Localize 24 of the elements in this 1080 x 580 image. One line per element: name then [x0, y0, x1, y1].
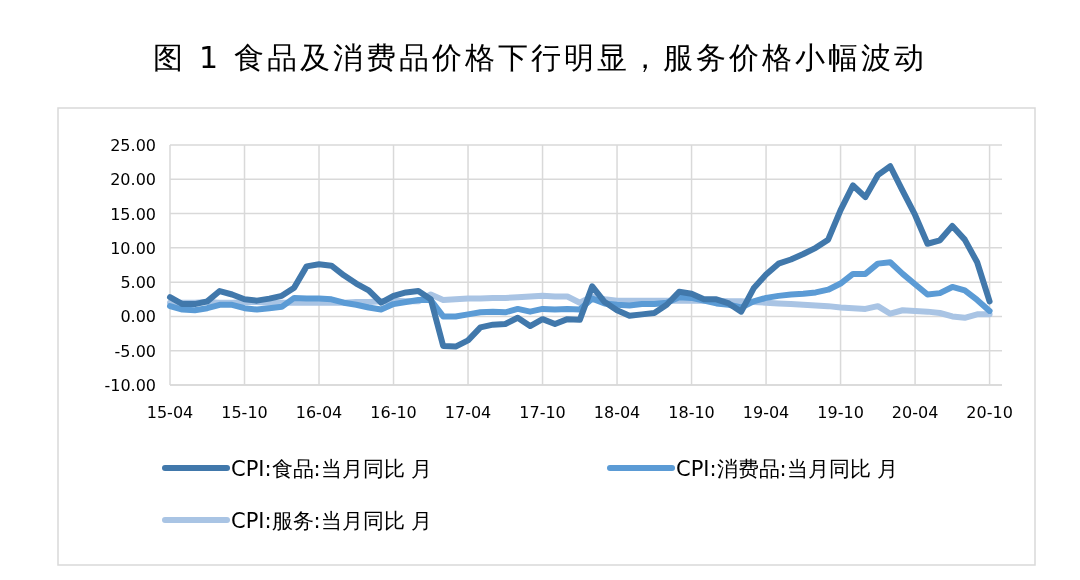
x-tick-label: 17-10: [519, 403, 566, 422]
x-tick-label: 19-04: [742, 403, 790, 422]
y-tick-label: 15.00: [110, 204, 156, 224]
legend-label: CPI:消费品:当月同比 月: [676, 457, 899, 481]
y-tick-label: -10.00: [104, 376, 156, 395]
y-tick-label: 20.00: [110, 170, 156, 190]
x-tick-label: 15-10: [221, 403, 268, 422]
y-tick-label: 10.00: [110, 238, 156, 258]
y-tick-label: 0.00: [120, 307, 156, 327]
x-tick-label: 18-04: [593, 403, 641, 422]
y-tick-label: 5.00: [120, 273, 156, 293]
x-tick-label: 18-10: [668, 403, 715, 422]
y-tick-label: 25.00: [110, 136, 156, 155]
legend-label: CPI:服务:当月同比 月: [231, 509, 433, 533]
x-tick-label: 16-04: [295, 403, 343, 422]
x-tick-label: 20-10: [966, 403, 1013, 422]
x-tick-label: 19-10: [817, 403, 864, 422]
y-tick-label: -5.00: [114, 341, 156, 361]
x-tick-label: 16-10: [370, 403, 417, 422]
chart-title: 图 1 食品及消费品价格下行明显，服务价格小幅波动: [153, 40, 927, 75]
x-tick-label: 20-04: [891, 403, 939, 422]
x-tick-label: 17-04: [444, 403, 492, 422]
legend-label: CPI:食品:当月同比 月: [231, 457, 433, 481]
x-tick-label: 15-04: [146, 403, 194, 422]
